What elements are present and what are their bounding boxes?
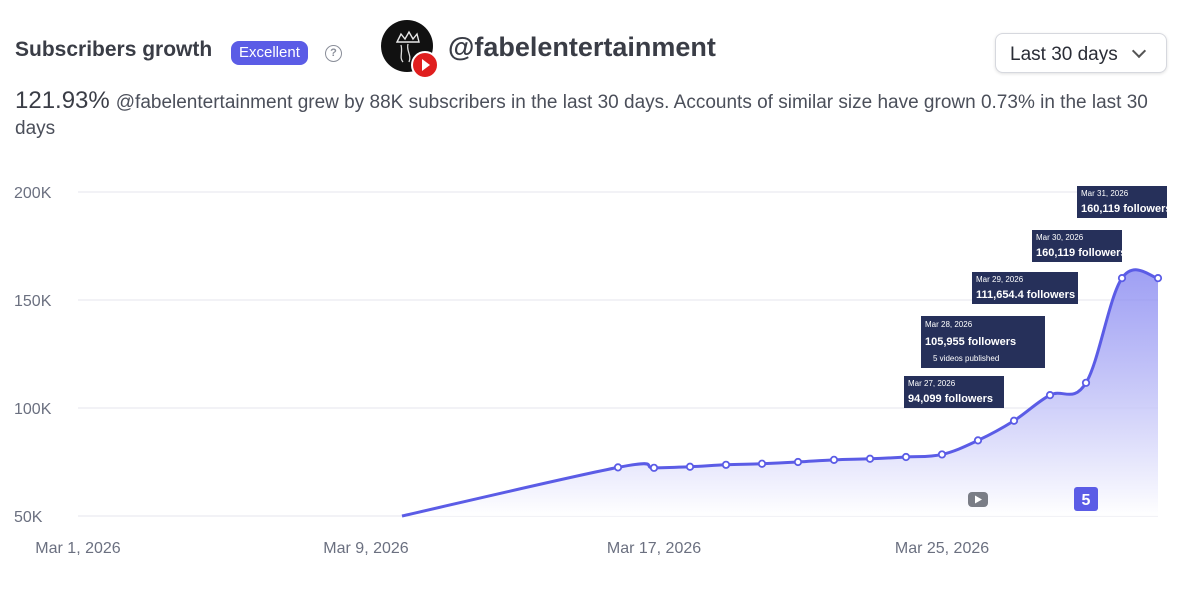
avatar[interactable] bbox=[381, 20, 433, 72]
axis-labels: 50K 100K 150K 200K Mar 1, 2026 Mar 9, 2026 Mar… bbox=[14, 185, 989, 557]
tooltip-bg bbox=[1032, 230, 1122, 262]
data-point bbox=[721, 460, 731, 469]
tooltip-bg bbox=[904, 376, 1004, 408]
data-point bbox=[901, 452, 911, 462]
date-range-select[interactable]: Last 30 days bbox=[995, 33, 1167, 73]
videos-count-marker: 5 bbox=[1074, 487, 1098, 511]
data-point bbox=[973, 436, 983, 445]
tooltip-bg bbox=[921, 316, 1045, 368]
data-point bbox=[793, 457, 803, 467]
chart-title: Subscribers growth bbox=[15, 38, 213, 61]
data-point bbox=[1081, 378, 1091, 387]
video-marker-triangle bbox=[975, 495, 982, 504]
growth-summary: 121.93% @fabelentertainment grew by 88K s… bbox=[15, 88, 1175, 142]
data-point bbox=[757, 459, 767, 468]
data-point bbox=[1009, 416, 1019, 425]
question-circle-icon[interactable]: ? bbox=[325, 45, 342, 62]
tooltip-bg bbox=[972, 272, 1078, 304]
tooltip-date: Mar 31, 2026 bbox=[1081, 189, 1129, 198]
date-range-label: Last 30 days bbox=[1010, 44, 1118, 65]
count-marker-bg bbox=[1074, 487, 1098, 511]
tooltip-value: 94,099 followers bbox=[908, 393, 993, 405]
value-tooltip: Mar 30, 2026 160,119 followers bbox=[1032, 230, 1127, 262]
tooltip-value: 105,955 followers bbox=[925, 336, 1016, 348]
growth-percent: 121.93% bbox=[15, 87, 110, 114]
tooltip-value: 111,654.4 followers bbox=[976, 289, 1075, 301]
event-markers: 5 bbox=[968, 487, 1098, 511]
area-fill bbox=[402, 269, 1158, 516]
youtube-play-icon bbox=[411, 51, 439, 79]
y-tick-label: 100K bbox=[14, 401, 52, 418]
value-tooltips: Mar 27, 2026 94,099 followers Mar 28, 2026… bbox=[904, 186, 1172, 408]
y-tick-label: 150K bbox=[14, 293, 52, 310]
series-area bbox=[402, 269, 1158, 516]
count-marker-label: 5 bbox=[1082, 492, 1091, 509]
data-point bbox=[937, 450, 947, 459]
data-point bbox=[649, 463, 659, 472]
growth-summary-text: @fabelentertainment grew by 88K subscrib… bbox=[15, 92, 1148, 139]
x-tick-label: Mar 1, 2026 bbox=[35, 540, 120, 557]
x-tick-label: Mar 17, 2026 bbox=[607, 540, 701, 557]
growth-badge: Excellent bbox=[231, 41, 308, 65]
tooltip-bg bbox=[1077, 186, 1167, 218]
data-point bbox=[685, 462, 695, 471]
x-tick-label: Mar 25, 2026 bbox=[895, 540, 989, 557]
value-tooltip: Mar 27, 2026 94,099 followers bbox=[904, 376, 1004, 408]
y-tick-label: 50K bbox=[14, 509, 43, 526]
tooltip-date: Mar 30, 2026 bbox=[1036, 233, 1084, 242]
data-point bbox=[1117, 274, 1127, 283]
value-tooltip: Mar 31, 2026 160,119 followers bbox=[1077, 186, 1172, 218]
data-point bbox=[829, 455, 839, 464]
channel-handle[interactable]: @fabelentertainment bbox=[448, 32, 716, 62]
video-play-icon bbox=[968, 492, 988, 507]
data-point bbox=[1153, 274, 1163, 283]
y-tick-label: 200K bbox=[14, 185, 52, 202]
tooltip-date: Mar 29, 2026 bbox=[976, 275, 1024, 284]
chart-header: Subscribers growth Excellent ? @fabelent… bbox=[0, 0, 1200, 150]
x-tick-label: Mar 9, 2026 bbox=[323, 540, 408, 557]
tooltip-value: 160,119 followers bbox=[1036, 247, 1127, 259]
tooltip-date: Mar 28, 2026 bbox=[925, 320, 973, 329]
crown-logo-icon bbox=[395, 30, 420, 63]
data-point bbox=[1045, 391, 1055, 400]
chevron-down-icon bbox=[1131, 43, 1147, 59]
tooltip-date: Mar 27, 2026 bbox=[908, 379, 956, 388]
tooltip-note: 5 videos published bbox=[933, 354, 999, 363]
data-points bbox=[613, 274, 1163, 472]
value-tooltip: Mar 29, 2026 111,654.4 followers bbox=[972, 272, 1078, 304]
tooltip-value: 160,119 followers bbox=[1081, 203, 1172, 215]
data-point bbox=[865, 454, 875, 463]
subscribers-growth-chart: 5 Mar 27, 2026 94,099 followers Mar 28, 20… bbox=[14, 185, 1172, 557]
value-tooltip: Mar 28, 2026 105,955 followers 5 videos pu… bbox=[921, 316, 1045, 368]
data-point bbox=[613, 463, 623, 472]
